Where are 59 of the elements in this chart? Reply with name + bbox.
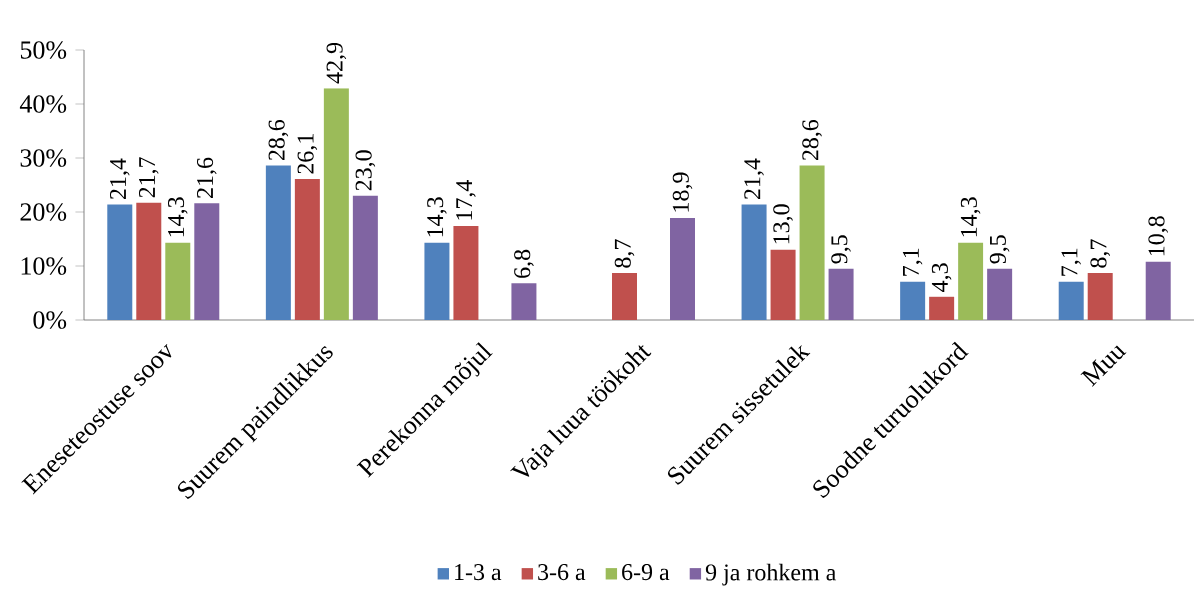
bar: [1058, 281, 1084, 321]
data-label: 17,4: [456, 180, 476, 220]
bar: [1087, 273, 1113, 321]
data-label: 7,1: [1061, 248, 1081, 276]
data-label: 28,6: [268, 119, 289, 161]
bar: [107, 204, 133, 321]
bar: [265, 165, 291, 321]
bar: [929, 296, 955, 321]
bar: [424, 242, 450, 321]
data-label: 14,3: [427, 197, 447, 237]
data-label: 42,9: [326, 42, 347, 84]
legend-label: 6-9 a: [622, 564, 670, 581]
data-label: 18,9: [672, 172, 693, 212]
data-label: 9,5: [989, 235, 1010, 264]
data-label: 21,6: [196, 157, 217, 198]
data-label: 13,0: [773, 204, 793, 244]
legend-label: 3-6 a: [538, 564, 586, 581]
bar: [741, 204, 767, 321]
bar: [828, 268, 854, 321]
bar: [323, 88, 349, 321]
bar: [670, 217, 695, 321]
y-tick-label: 40%: [19, 95, 67, 113]
bar: [165, 242, 191, 321]
data-label: 10,8: [1148, 216, 1169, 256]
data-label: 21,4: [109, 158, 130, 199]
bar: [352, 195, 378, 321]
bar: [958, 242, 984, 321]
bar: [799, 165, 825, 321]
bar: [612, 273, 637, 321]
data-label: 21,7: [138, 157, 159, 198]
data-label: 26,1: [297, 134, 318, 174]
data-label: 23,0: [355, 150, 376, 191]
bar: [770, 249, 796, 321]
y-tick-label: 10%: [21, 257, 67, 275]
data-label: 28,6: [802, 119, 822, 161]
data-label: 7,1: [902, 248, 923, 276]
bar: [1145, 261, 1171, 321]
data-label: 8,7: [1090, 239, 1111, 268]
bar: [194, 203, 220, 321]
data-label: 9,5: [831, 235, 851, 264]
data-label: 6,8: [514, 249, 534, 278]
data-label: 14,3: [960, 197, 981, 237]
bar: [136, 202, 162, 321]
bar: [987, 268, 1013, 321]
legend-label: 9 ja rohkem a: [705, 563, 837, 586]
y-tick-label: 30%: [20, 149, 67, 167]
x-tick-label: Muu: [1080, 345, 1127, 387]
bar: [900, 281, 926, 321]
data-label: 4,3: [931, 263, 952, 292]
y-tick-label: 20%: [20, 203, 67, 221]
bar: [453, 226, 479, 321]
y-tick-label: 50%: [20, 41, 67, 59]
data-label: 8,7: [614, 239, 635, 268]
data-label: 21,4: [744, 158, 764, 199]
legend-label: 1-3 a: [455, 564, 502, 581]
data-label: 14,3: [167, 197, 188, 237]
bar: [511, 283, 537, 321]
y-tick-label: 0%: [33, 311, 67, 329]
bar: [294, 179, 320, 321]
